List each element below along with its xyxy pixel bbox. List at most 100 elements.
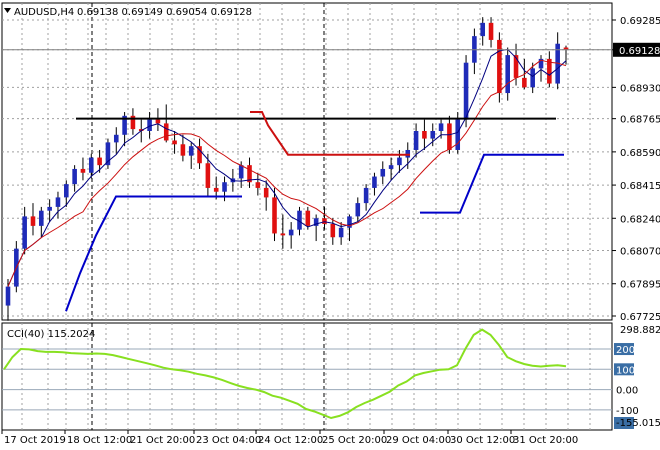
cci-level-label: -100 [616,406,639,417]
cci-line [3,328,567,420]
price-tick-label: 0.68415 [620,181,660,192]
price-tick-label: 0.68765 [620,115,660,126]
cci-scale-top: 298.8828 [620,325,660,336]
price-tick-label: 0.68240 [620,214,660,225]
bull-candle [188,146,194,156]
bull-candle [313,218,319,226]
collapse-arrow-icon[interactable] [4,8,11,13]
bull-candle [455,119,461,150]
price-tick-label: 0.68590 [620,148,660,159]
bear-candle [322,218,327,224]
bear-candle [163,123,169,141]
bear-candle [305,210,311,226]
bear-candle [197,146,202,164]
bull-candle [47,206,52,211]
price-tick-label: 0.69285 [620,16,660,27]
main-panel-frame [1,2,613,321]
bear-candle [138,129,144,131]
trailing-stop-line [250,111,410,156]
bull-candle [238,165,244,179]
bear-candle [213,187,219,192]
cci-panel: 200 100 0.00 -100 298.8828 -155.0156 [2,325,660,429]
bear-candle [280,233,286,236]
fast-moving-average [7,48,567,287]
bull-candle [355,203,361,217]
bull-candle [22,216,27,249]
price-tick-label: 0.68930 [620,83,660,94]
cci-level-label: 200 [616,345,635,356]
bull-candle [363,187,369,204]
bull-candle [505,55,510,94]
bear-candle [97,157,102,166]
price-tick-label: 0.67725 [620,312,660,323]
overlays [2,48,612,312]
bull-candle [64,184,69,198]
header-ohlc: 0.69138 0.69149 0.69054 0.69128 [77,7,252,18]
bear-candle [488,22,494,40]
cci-scale-bottom: -155.0156 [616,418,660,429]
bull-candle [380,168,386,177]
time-tick-label: 21 Oct 20:00 [130,435,195,446]
support-line-upper [420,153,564,214]
cci-label: CCI(40) 115.2024 [7,329,95,340]
time-tick-label: 23 Oct 04:00 [196,435,261,446]
time-tick-label: 29 Oct 04:00 [386,435,451,446]
bull-candle [388,165,394,169]
time-tick-label: 24 Oct 12:00 [258,435,323,446]
bear-candle [30,216,36,226]
bear-candle [247,165,252,183]
bull-candle [538,58,544,69]
bull-candle [222,182,227,192]
bear-candle [563,47,569,50]
cci-level-label: 0.00 [616,386,638,397]
bear-candle [447,123,452,150]
bull-candle [88,157,94,173]
time-tick-label: 17 Oct 2019 [4,435,66,446]
bear-candle [80,168,86,173]
bull-candle [122,115,127,135]
bull-candle [55,197,61,207]
bull-candle [530,68,535,88]
time-tick-label: 30 Oct 12:00 [450,435,515,446]
current-price-tag [613,42,660,57]
bull-candle [288,229,294,236]
bull-candle [397,157,402,166]
current-price-label: 0.69128 [619,46,660,57]
bear-candle [155,119,161,124]
bull-candle [347,216,352,228]
bull-candle [438,123,444,131]
bull-candle [480,22,486,37]
bear-candle [330,223,336,238]
bull-candle [463,62,469,120]
slow-moving-average [7,59,567,287]
bull-candle [39,210,44,226]
bull-candle [413,131,419,150]
bear-candle [422,131,427,139]
cci-level-tag [614,363,634,376]
bull-candle [297,210,302,230]
bear-candle [547,58,552,84]
bull-candle [105,142,111,166]
bear-candle [205,163,211,188]
bear-candle [272,197,277,234]
bear-candle [130,115,136,130]
support-line-lower [65,195,242,312]
cci-panel-frame [1,322,613,431]
bull-candle [147,119,152,131]
bull-candle [372,176,377,188]
cci-bottom-tag [614,417,634,429]
bear-candle [497,39,502,94]
axes: 0.69285 0.68930 0.68765 0.68590 0.68415 0.682… [1,16,660,446]
cci-level-tag [614,343,634,356]
time-tick-label: 18 Oct 12:00 [67,435,132,446]
bull-candle [430,131,436,139]
header-symbol: AUDUSD,H4 [14,7,74,18]
bear-candle [513,55,519,78]
bear-candle [180,144,186,156]
time-tick-label: 25 Oct 20:00 [322,435,387,446]
bear-candle [522,77,527,88]
bull-candle [72,168,77,185]
cci-level-label: 100 [616,365,635,376]
